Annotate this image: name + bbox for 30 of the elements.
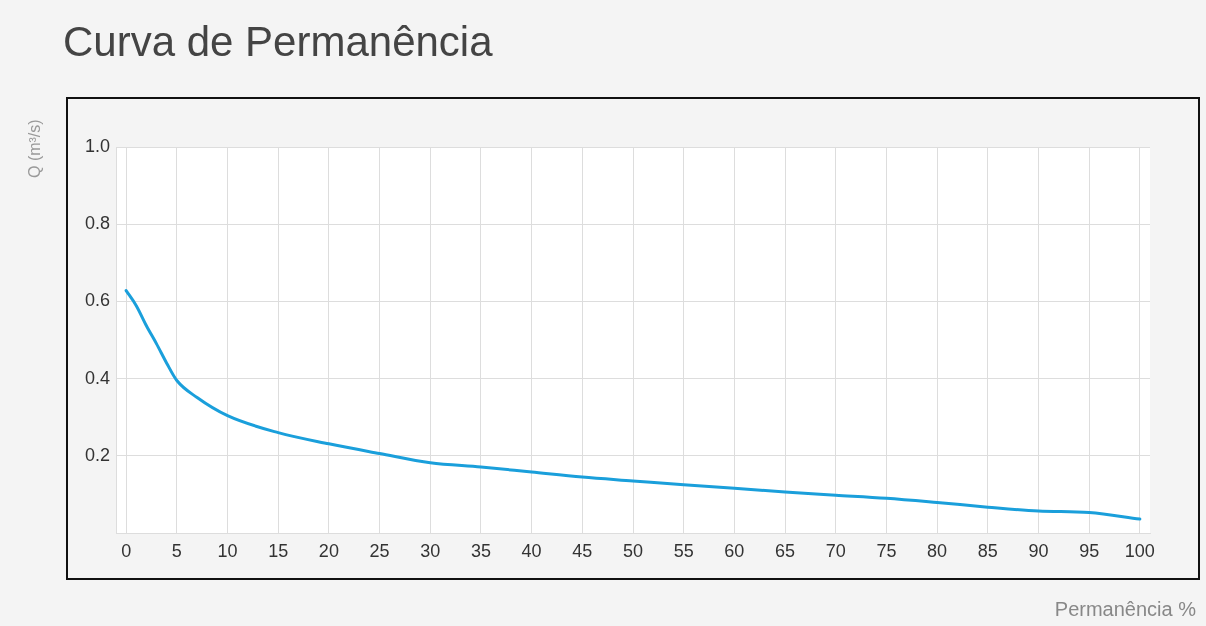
x-tick-label: 85	[977, 540, 998, 561]
x-tick-label: 5	[171, 540, 182, 561]
x-tick-label: 70	[825, 540, 846, 561]
x-tick-label: 30	[420, 540, 441, 561]
x-tick-label: 50	[622, 540, 644, 561]
x-tick-label: 80	[927, 540, 948, 561]
y-tick-label: 0.6	[84, 290, 110, 311]
y-axis-title: Q (m³/s)	[26, 119, 44, 178]
x-tick-label: 100	[1124, 540, 1155, 561]
y-tick-label: 0.2	[84, 444, 110, 465]
x-tick-label: 40	[521, 540, 542, 561]
x-tick-label: 10	[217, 540, 238, 561]
x-tick-label: 60	[724, 540, 745, 561]
x-tick-label: 35	[470, 540, 491, 561]
y-tick-label: 0.8	[84, 213, 110, 234]
x-axis-title: Permanência %	[1054, 598, 1196, 621]
x-tick-label: 90	[1028, 540, 1049, 561]
x-tick-label: 75	[876, 540, 897, 561]
x-tick-label: 0	[121, 540, 132, 561]
x-tick-label: 55	[673, 540, 694, 561]
x-tick-label: 45	[572, 540, 593, 561]
x-tick-label: 25	[369, 540, 390, 561]
x-tick-label: 15	[268, 540, 289, 561]
x-tick-label: 65	[775, 540, 796, 561]
x-tick-label: 20	[318, 540, 339, 561]
x-tick-label: 95	[1079, 540, 1100, 561]
y-tick-label: 0.4	[84, 367, 110, 388]
y-tick-label: 1.0	[84, 135, 110, 156]
line-series	[124, 289, 1142, 521]
chart-title: Curva de Permanência	[63, 18, 493, 66]
